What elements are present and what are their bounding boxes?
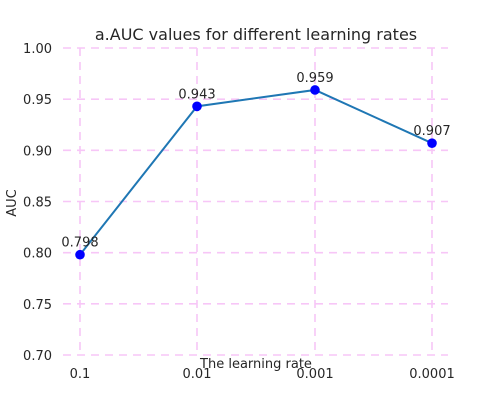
data-label: 0.798 xyxy=(61,236,98,251)
y-tick-label: 0.75 xyxy=(23,298,52,313)
chart-title: a.AUC values for different learning rate… xyxy=(95,25,417,44)
y-tick-label: 0.80 xyxy=(23,247,52,262)
data-point-marker xyxy=(192,101,202,112)
data-point-marker xyxy=(310,85,320,95)
y-tick-labels: 0.70 0.75 0.80 0.85 0.90 0.95 1.00 xyxy=(23,42,52,364)
y-axis-label: AUC xyxy=(5,189,20,217)
data-labels: 0.798 0.943 0.959 0.907 xyxy=(61,71,450,251)
y-tick-label: 0.70 xyxy=(23,349,52,364)
data-label: 0.943 xyxy=(178,87,215,102)
grid-lines xyxy=(63,47,448,356)
y-tick-label: 1.00 xyxy=(23,42,52,57)
y-tick-label: 0.85 xyxy=(23,196,52,211)
series-line xyxy=(79,88,433,256)
x-tick-label: 0.001 xyxy=(296,367,333,382)
y-tick-label: 0.95 xyxy=(23,93,52,108)
series-line-group xyxy=(79,88,433,256)
data-label: 0.959 xyxy=(296,71,333,86)
x-tick-label: 0.1 xyxy=(70,367,91,382)
data-label: 0.907 xyxy=(413,124,450,139)
x-tick-label: 0.0001 xyxy=(409,367,455,382)
x-tick-labels: 0.1 0.01 0.001 0.0001 xyxy=(70,367,455,382)
data-point-marker xyxy=(75,249,85,260)
data-point-marker xyxy=(427,138,437,148)
x-axis-label: The learning rate xyxy=(199,357,312,372)
y-tick-label: 0.90 xyxy=(23,144,52,159)
x-tick-label: 0.01 xyxy=(183,367,212,382)
data-point-markers xyxy=(75,85,437,260)
